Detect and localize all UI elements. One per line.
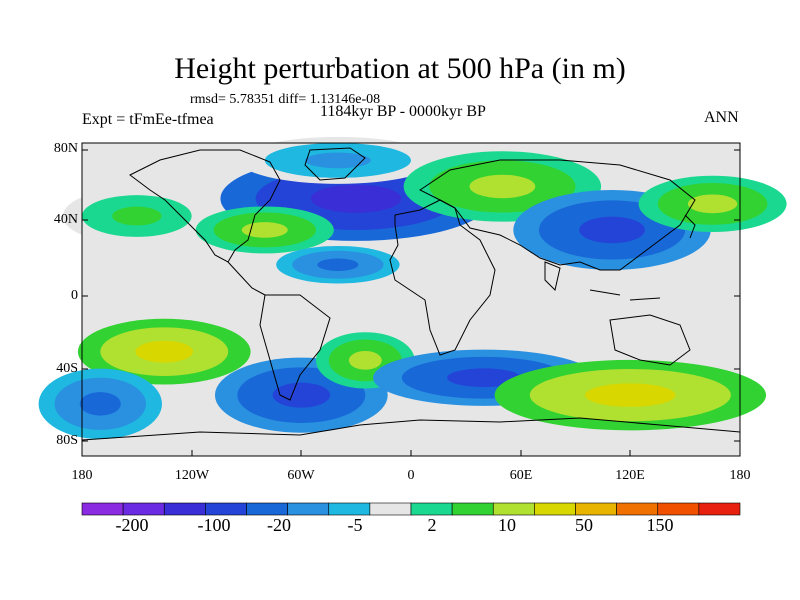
- lat-tick-label: 40S: [56, 361, 78, 376]
- colorbar-swatch: [657, 502, 700, 516]
- anomaly-arctic-low: [304, 152, 371, 169]
- coastlines: [81, 147, 741, 441]
- anomaly-north-america-high: [241, 222, 288, 238]
- lat-tick-label: 40N: [53, 212, 78, 227]
- colorbar-swatch: [698, 502, 741, 516]
- colorbar-swatch: [205, 502, 247, 516]
- anomaly-north-pacific-high: [112, 206, 162, 226]
- lon-tick-label: 60E: [509, 468, 533, 483]
- colorbar-label: -100: [197, 515, 231, 535]
- lon-tick-label: 180: [729, 468, 751, 483]
- colorbar-swatch: [163, 502, 206, 516]
- anomaly-west-pacific-high: [687, 194, 738, 214]
- anomaly-dateline-south-low: [79, 392, 121, 416]
- colorbar-swatch: [534, 502, 576, 516]
- colorbar-swatch: [575, 502, 617, 516]
- colorbar-swatch: [492, 502, 535, 516]
- colorbar-label: 2: [427, 515, 437, 535]
- lon-tick-label: 0: [407, 468, 415, 483]
- anomaly-north-atlantic-europe-low: [310, 184, 402, 213]
- anomaly-southern-ocean-low-60e: [447, 368, 522, 388]
- colorbar-swatch: [410, 502, 453, 516]
- axis-ticks: [81, 149, 740, 456]
- colorbar-label: 10: [498, 515, 516, 535]
- colorbar-label: -5: [347, 515, 363, 535]
- colorbar-swatch: [287, 502, 330, 516]
- season-label: ANN: [704, 109, 739, 126]
- anomaly-south-pacific-high: [135, 340, 194, 363]
- anomaly-siberia-high: [469, 174, 536, 199]
- lat-tick-label: 80S: [56, 433, 78, 448]
- anomaly-layer: [38, 136, 787, 440]
- anomaly-south-america-low: [272, 382, 331, 408]
- colorbar-swatch: [328, 502, 371, 516]
- plot-title: Height perturbation at 500 hPa (in m): [174, 52, 626, 85]
- colorbar-label: 150: [646, 515, 674, 535]
- anomaly-southern-ocean-high-120e: [585, 383, 676, 407]
- colorbar-swatch: [369, 502, 412, 516]
- colorbar: [81, 502, 741, 516]
- lon-tick-label: 120E: [615, 468, 645, 483]
- colorbar-label: -20: [267, 515, 291, 535]
- colorbar-swatch: [81, 502, 124, 516]
- period-label: 1184kyr BP - 0000kyr BP: [320, 103, 486, 120]
- anomaly-east-asia-low: [579, 216, 645, 244]
- colorbar-swatch: [451, 502, 494, 516]
- colorbar-swatch: [122, 502, 165, 516]
- colorbar-swatch: [246, 502, 288, 516]
- lat-tick-label: 0: [71, 288, 78, 303]
- colorbar-swatch: [616, 502, 659, 516]
- experiment-label: Expt = tFmEe-tfmea: [82, 111, 214, 128]
- stats-line: rmsd= 5.78351 diff= 1.13146e-08: [190, 92, 381, 107]
- lon-tick-label: 180: [71, 468, 93, 483]
- anomaly-south-atlantic-high: [348, 350, 382, 370]
- lon-tick-label: 60W: [287, 468, 315, 483]
- colorbar-label: 50: [575, 515, 593, 535]
- lat-tick-label: 80N: [53, 141, 78, 156]
- lon-tick-label: 120W: [174, 468, 210, 483]
- anomaly-tropical-atlantic-low: [317, 258, 359, 271]
- colorbar-label: -200: [115, 515, 149, 535]
